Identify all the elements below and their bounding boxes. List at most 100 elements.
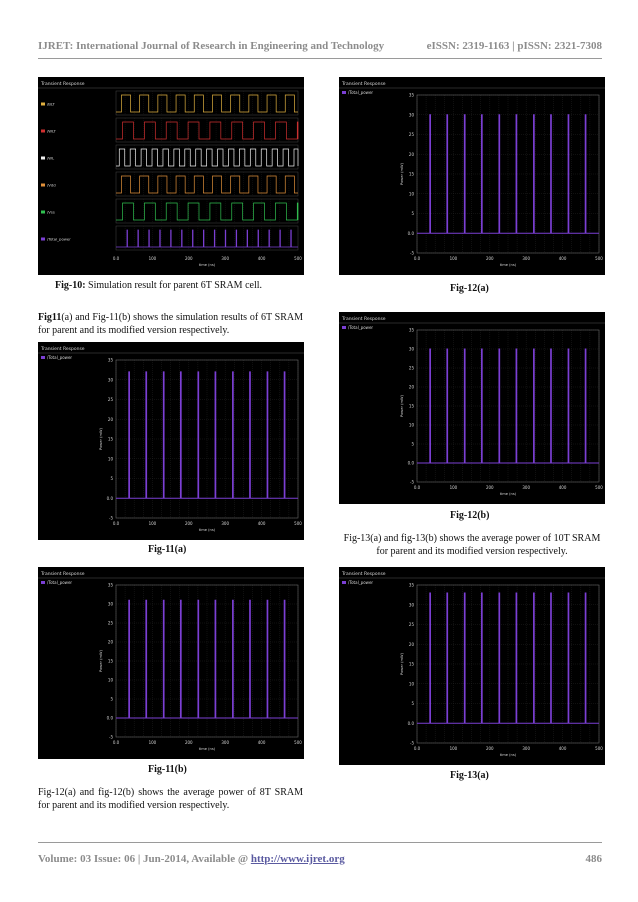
x-tick-label: 200 (185, 740, 193, 745)
x-tick-label: 300 (221, 256, 229, 261)
x-tick-label: 0.0 (113, 521, 120, 526)
y-tick-label: 5 (411, 442, 414, 447)
x-tick-label: 0.0 (414, 746, 421, 751)
window-title: Transient Response (341, 316, 386, 322)
y-axis-label: Power (mW) (400, 162, 404, 184)
figure-10-caption: Fig-10: Simulation result for parent 6T … (55, 280, 262, 291)
x-axis-label: time (ns) (500, 753, 517, 757)
legend-label: /Total_power (47, 355, 72, 360)
legend-swatch (41, 581, 45, 584)
power-plot-svg: Transient Response/Total_power 35 30 25 20 15… (339, 312, 605, 504)
footer-volume: Volume: 03 Issue: 06 | Jun-2014, Availab… (38, 853, 345, 865)
y-tick-label: 15 (108, 437, 114, 442)
y-tick-label: -5 (109, 516, 113, 521)
plot-frame (115, 584, 299, 738)
y-tick-label: -5 (410, 480, 414, 485)
legend-swatch (342, 91, 346, 94)
legend-swatch (41, 210, 45, 214)
x-tick-label: 0.0 (414, 485, 421, 490)
x-tick-label: 200 (185, 521, 193, 526)
legend-label: /Vdd (47, 183, 56, 188)
legend-label: /Total_power (47, 237, 71, 242)
x-axis-label: time (ns) (199, 747, 216, 751)
x-tick-label: 0.0 (113, 740, 120, 745)
legend-label: /WLT (47, 129, 57, 134)
y-axis-label: Power (mW) (400, 652, 404, 674)
y-tick-label: 25 (108, 621, 114, 626)
y-tick-label: 20 (108, 417, 114, 422)
y-tick-label: 20 (409, 385, 415, 390)
y-tick-label: 35 (108, 583, 114, 588)
x-tick-label: 400 (258, 256, 266, 261)
figure-10-label: Fig-10: (55, 280, 86, 291)
x-tick-label: 200 (185, 256, 193, 261)
power-plot-svg: Transient Response/Total_power 35 30 25 20 15… (339, 567, 605, 765)
x-tick-label: 100 (149, 256, 157, 261)
y-tick-label: 35 (409, 583, 415, 588)
y-tick-label: 30 (409, 347, 415, 352)
power-plot-svg: Transient Response/Total_power 35 30 25 20 15… (38, 342, 304, 540)
x-tick-label: 400 (559, 256, 567, 261)
figure-10-waveform: Transient Response/BLT/WLT/WL/Vdd/Vss/To… (38, 77, 304, 275)
y-tick-label: 10 (409, 423, 415, 428)
power-trace (417, 348, 599, 464)
power-trace (417, 114, 599, 234)
y-tick-label: -5 (109, 735, 113, 740)
y-tick-label: 35 (108, 358, 114, 363)
y-tick-label: 30 (409, 602, 415, 607)
x-tick-label: 100 (149, 740, 157, 745)
y-tick-label: 35 (409, 93, 415, 98)
x-tick-label: 500 (294, 256, 302, 261)
figure-12a-label: Fig-12(a) (450, 283, 489, 294)
y-axis-label: Power (mW) (99, 427, 103, 449)
x-tick-label: 300 (522, 746, 530, 751)
figure-11b-power-plot: Transient Response/Total_power 35 30 25 20 15… (38, 567, 304, 759)
paragraph-fig13-text: Fig-13(a) and fig-13(b) shows the averag… (343, 533, 601, 557)
y-tick-label: 30 (108, 377, 114, 382)
y-tick-label: 25 (409, 132, 415, 137)
x-tick-label: 100 (450, 746, 458, 751)
y-tick-label: 10 (108, 456, 114, 461)
figure-13a-label: Fig-13(a) (450, 770, 489, 781)
window-background (339, 567, 605, 765)
x-tick-label: 400 (258, 740, 266, 745)
y-tick-label: 30 (108, 602, 114, 607)
y-tick-label: 5 (110, 476, 113, 481)
legend-label: /Total_power (47, 580, 72, 585)
page-number: 486 (585, 853, 603, 865)
y-tick-label: 15 (409, 404, 415, 409)
multi-plot-svg: Transient Response/BLT/WLT/WL/Vdd/Vss/To… (38, 77, 304, 275)
y-tick-label: 5 (411, 701, 414, 706)
y-tick-label: 25 (108, 397, 114, 402)
legend-swatch (41, 156, 45, 160)
x-axis-label: time (ns) (500, 492, 517, 496)
figure-12a-caption: Fig-12(a) (450, 283, 489, 294)
y-tick-label: 5 (110, 697, 113, 702)
x-tick-label: 200 (486, 485, 494, 490)
footer-volume-text: Volume: 03 Issue: 06 | Jun-2014, Availab… (38, 853, 251, 865)
x-tick-label: 0.0 (113, 256, 120, 261)
y-tick-label: 20 (409, 642, 415, 647)
legend-label: /Total_power (348, 325, 373, 330)
y-tick-label: 0.0 (408, 721, 415, 726)
journal-link[interactable]: http://www.ijret.org (250, 853, 345, 865)
signal-trace (116, 202, 299, 221)
journal-title: IJRET: International Journal of Research… (38, 40, 385, 52)
x-tick-label: 200 (486, 746, 494, 751)
figure-12b-label: Fig-12(b) (450, 510, 490, 521)
plot-frame (416, 329, 600, 483)
figure-11a-caption: Fig-11(a) (148, 544, 186, 555)
x-tick-label: 100 (450, 256, 458, 261)
power-plot-svg: Transient Response/Total_power 35 30 25 20 15… (38, 567, 304, 759)
legend-label: /Total_power (348, 90, 373, 95)
figure-12b-power-plot: Transient Response/Total_power 35 30 25 20 15… (339, 312, 605, 504)
paragraph-fig11-bold: Fig11 (38, 312, 62, 323)
y-tick-label: -5 (410, 251, 414, 256)
x-tick-label: 500 (595, 485, 603, 490)
x-tick-label: 500 (595, 256, 603, 261)
x-axis-label: time (ns) (199, 528, 216, 532)
legend-swatch (342, 581, 346, 584)
journal-issn: eISSN: 2319-1163 | pISSN: 2321-7308 (426, 40, 602, 52)
legend-swatch (342, 326, 346, 329)
figure-11a-label: Fig-11(a) (148, 544, 187, 555)
